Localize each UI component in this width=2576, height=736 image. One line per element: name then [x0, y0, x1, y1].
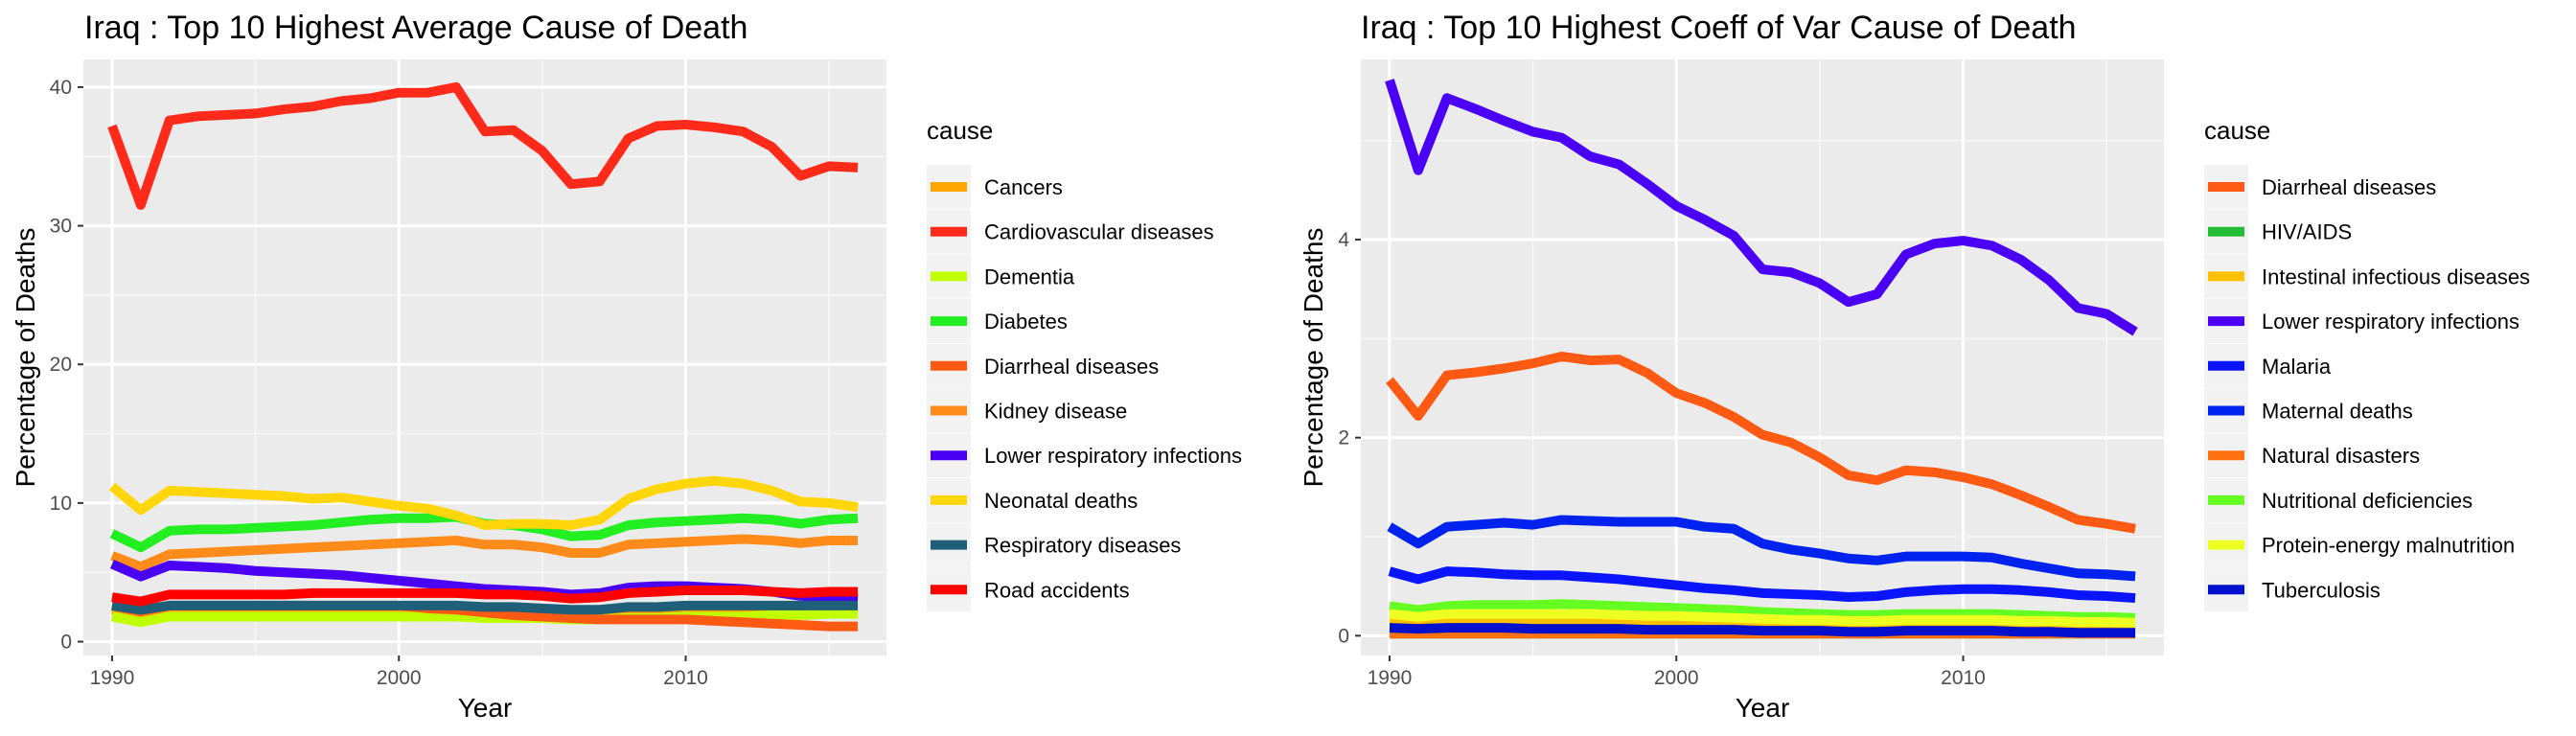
x-tick-label: 2000: [1654, 667, 1699, 689]
legend-item: Dementia: [927, 254, 1075, 299]
y-tick-label: 10: [50, 493, 72, 515]
y-tick-label: 40: [50, 77, 72, 99]
legend-label: Lower respiratory infections: [2262, 310, 2519, 334]
legend-item: Road accidents: [927, 567, 1130, 612]
legend-label: Protein-energy malnutrition: [2262, 534, 2515, 558]
legend-item: Protein-energy malnutrition: [2204, 522, 2515, 567]
chart-left-legend-title: cause: [927, 116, 993, 145]
legend-item: Neonatal deaths: [927, 477, 1138, 522]
series-line-tuberculosis: [1389, 623, 2136, 638]
legend-item: Lower respiratory infections: [927, 433, 1242, 478]
legend-item: Diabetes: [927, 299, 1068, 344]
series-line-nutritional-deficiencies: [1389, 599, 2136, 623]
series-line-neonatal-deaths: [108, 475, 859, 531]
legend-label: Lower respiratory infections: [984, 444, 1242, 468]
series-line-respiratory-diseases: [111, 600, 859, 615]
x-tick-label: 2010: [663, 667, 708, 689]
series-line-maternal-deaths: [1387, 515, 2136, 582]
series-line-kidney-disease: [110, 534, 859, 572]
legend-label: Respiratory diseases: [984, 534, 1181, 558]
legend-item: Intestinal infectious diseases: [2204, 254, 2530, 299]
series-line-malaria: [1388, 566, 2136, 604]
x-tick-label: 1990: [1368, 667, 1413, 689]
legend-item: Kidney disease: [927, 388, 1127, 433]
legend-label: Kidney disease: [984, 400, 1127, 424]
chart-right: Iraq : Top 10 Highest Coeff of Var Cause…: [1299, 10, 2530, 723]
chart-right-legend-title: cause: [2204, 116, 2270, 145]
y-tick-label: 20: [50, 354, 72, 376]
legend-item: Diarrheal diseases: [2204, 165, 2436, 209]
legend-label: Cancers: [984, 175, 1063, 199]
x-tick-label: 2000: [377, 667, 422, 689]
legend-item: Nutritional deficiencies: [2204, 477, 2472, 522]
chart-right-title: Iraq : Top 10 Highest Coeff of Var Cause…: [1361, 10, 2077, 46]
series-line-cardiovascular-diseases: [107, 81, 859, 210]
legend-item: Cardiovascular diseases: [927, 209, 1214, 254]
y-tick-label: 0: [60, 632, 72, 654]
chart-left: Iraq : Top 10 Highest Average Cause of D…: [11, 10, 1242, 723]
y-tick-label: 4: [1338, 229, 1349, 251]
chart-right-panel: [1361, 59, 2164, 656]
chart-left-y-axis-title: Percentage of Deaths: [11, 228, 40, 488]
series-line-road-accidents: [111, 586, 859, 607]
chart-left-x-axis-title: Year: [458, 693, 513, 723]
legend-label: Tuberculosis: [2262, 578, 2380, 602]
chart-right-y-axis-title: Percentage of Deaths: [1299, 228, 1328, 488]
legend-label: HIV/AIDS: [2262, 220, 2352, 244]
series-line-diarrheal-diseases: [1386, 351, 2136, 534]
legend-label: Cardiovascular diseases: [984, 220, 1214, 244]
legend-label: Intestinal infectious diseases: [2262, 264, 2530, 288]
legend-label: Road accidents: [984, 578, 1130, 602]
legend-item: Natural disasters: [2204, 433, 2420, 478]
legend-label: Diabetes: [984, 310, 1068, 334]
legend-label: Dementia: [984, 264, 1075, 288]
legend-item: Diarrheal diseases: [927, 343, 1159, 388]
series-line-dementia: [110, 609, 859, 628]
legend-label: Malaria: [2262, 355, 2332, 379]
legend-item: Cancers: [927, 165, 1063, 209]
x-tick-label: 2010: [1941, 667, 1986, 689]
chart-right-legend: cause Diarrheal diseases HIV/AIDS Intestin…: [2204, 116, 2530, 612]
legend-item: Respiratory diseases: [927, 522, 1181, 567]
legend-item: Tuberculosis: [2204, 567, 2380, 612]
chart-left-title: Iraq : Top 10 Highest Average Cause of D…: [84, 10, 748, 46]
y-tick-label: 0: [1338, 625, 1349, 647]
legend-item: Lower respiratory infections: [2204, 299, 2519, 344]
chart-right-x-axis-title: Year: [1736, 693, 1790, 723]
legend-label: Nutritional deficiencies: [2262, 489, 2472, 513]
legend-label: Maternal deaths: [2262, 400, 2413, 424]
y-tick-label: 2: [1338, 427, 1349, 449]
x-tick-label: 1990: [90, 667, 135, 689]
y-tick-label: 30: [50, 216, 72, 238]
legend-item: Malaria: [2204, 343, 2332, 388]
series-line-protein-energy-malnutrition: [1389, 609, 2136, 628]
series-line-lower-respiratory-infections: [1385, 79, 2138, 336]
legend-item: HIV/AIDS: [2204, 209, 2352, 254]
legend-item: Maternal deaths: [2204, 388, 2413, 433]
chart-left-legend: cause Cancers Cardiovascular diseases Deme…: [927, 116, 1242, 612]
legend-label: Neonatal deaths: [984, 489, 1138, 513]
legend-label: Diarrheal diseases: [2262, 175, 2436, 199]
legend-label: Natural disasters: [2262, 444, 2420, 468]
legend-label: Diarrheal diseases: [984, 355, 1159, 379]
